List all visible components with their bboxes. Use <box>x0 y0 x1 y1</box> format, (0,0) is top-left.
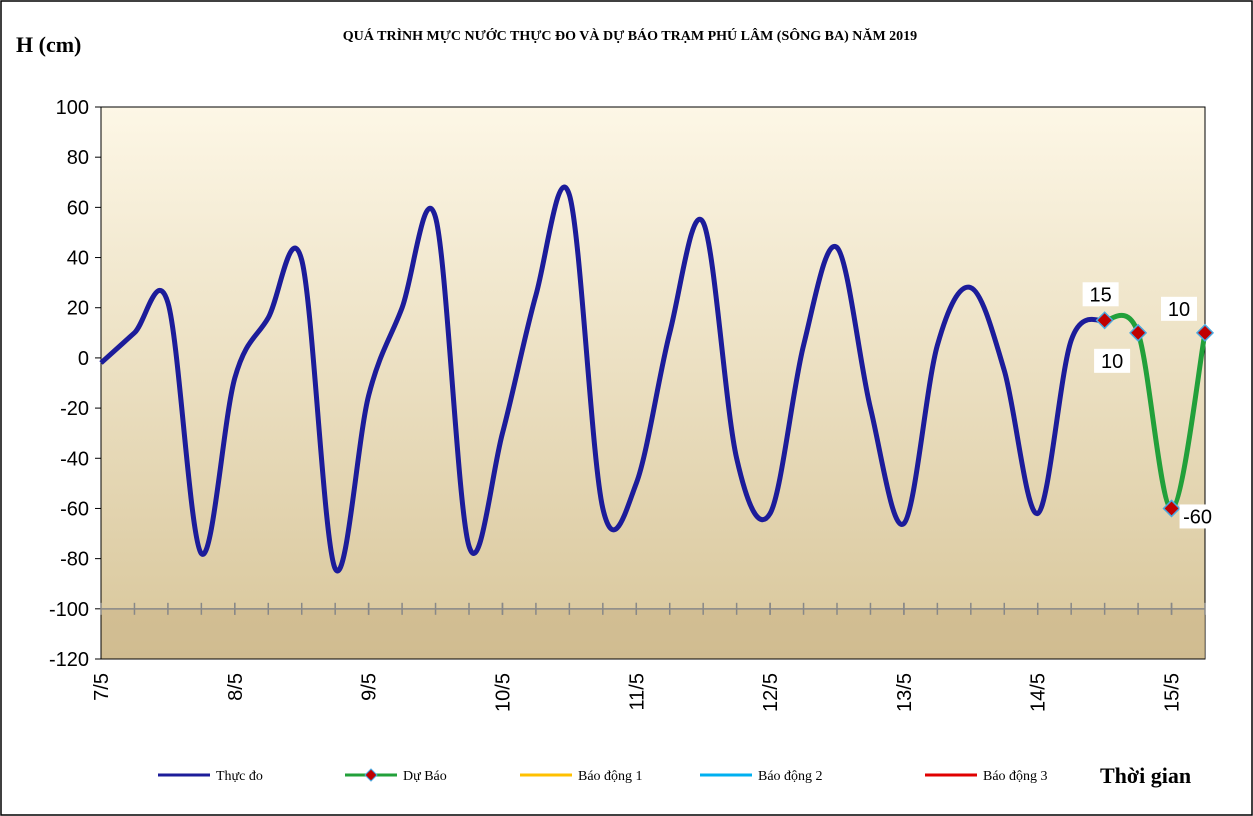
x-tick-label: 12/5 <box>760 673 782 712</box>
legend-label: Báo động 3 <box>983 769 1048 784</box>
legend-label: Thực đo <box>216 769 263 784</box>
plot-area <box>100 106 1206 660</box>
y-tick-label: 20 <box>67 298 89 320</box>
y-tick-label: 60 <box>67 197 89 219</box>
data-label: -60 <box>1183 506 1212 528</box>
y-tick-label: -80 <box>60 549 89 571</box>
y-tick-label: 100 <box>56 97 89 119</box>
y-tick-label: -20 <box>60 398 89 420</box>
x-tick-label: 14/5 <box>1028 673 1050 712</box>
y-tick-label: -100 <box>49 599 89 621</box>
y-tick-label: 40 <box>67 248 89 270</box>
data-label-bg <box>1082 282 1119 307</box>
x-tick-label: 11/5 <box>626 673 648 710</box>
data-label: 15 <box>1090 284 1112 306</box>
y-tick-label: -120 <box>49 649 89 671</box>
legend-label: Báo động 2 <box>758 769 823 784</box>
forecast-marker <box>1195 323 1215 342</box>
data-label-bg <box>1094 348 1131 373</box>
legend-label: Báo động 1 <box>578 769 643 784</box>
data-label: 10 <box>1101 351 1123 373</box>
x-tick-label: 13/5 <box>894 673 916 712</box>
y-tick-label: -60 <box>60 498 89 520</box>
data-label: 10 <box>1168 299 1190 321</box>
forecast-marker <box>1162 499 1181 518</box>
x-tick-label: 15/5 <box>1162 673 1184 712</box>
x-axis-label: Thời gian <box>1100 763 1191 788</box>
x-tick-label: 8/5 <box>225 673 247 701</box>
chart-title: QUÁ TRÌNH MỰC NƯỚC THỰC ĐO VÀ DỰ BÁO TRẠ… <box>343 27 917 44</box>
series-line <box>1103 312 1208 511</box>
plot-lower-band <box>101 608 1205 659</box>
legend-marker <box>364 768 378 782</box>
y-tick-label: 0 <box>78 348 89 370</box>
forecast-marker <box>1129 323 1148 342</box>
forecast-marker <box>1095 311 1114 330</box>
x-tick-label: 10/5 <box>492 673 514 712</box>
legend-label: Dự Báo <box>403 769 447 784</box>
y-tick-label: -40 <box>60 448 89 470</box>
x-tick-label: 7/5 <box>91 673 113 701</box>
x-tick-label: 9/5 <box>359 673 381 701</box>
series-line <box>99 184 1106 574</box>
y-axis-label: H (cm) <box>16 32 81 57</box>
y-tick-label: 80 <box>67 147 89 169</box>
data-label-bg <box>1161 296 1197 321</box>
data-label-bg <box>1179 504 1216 529</box>
